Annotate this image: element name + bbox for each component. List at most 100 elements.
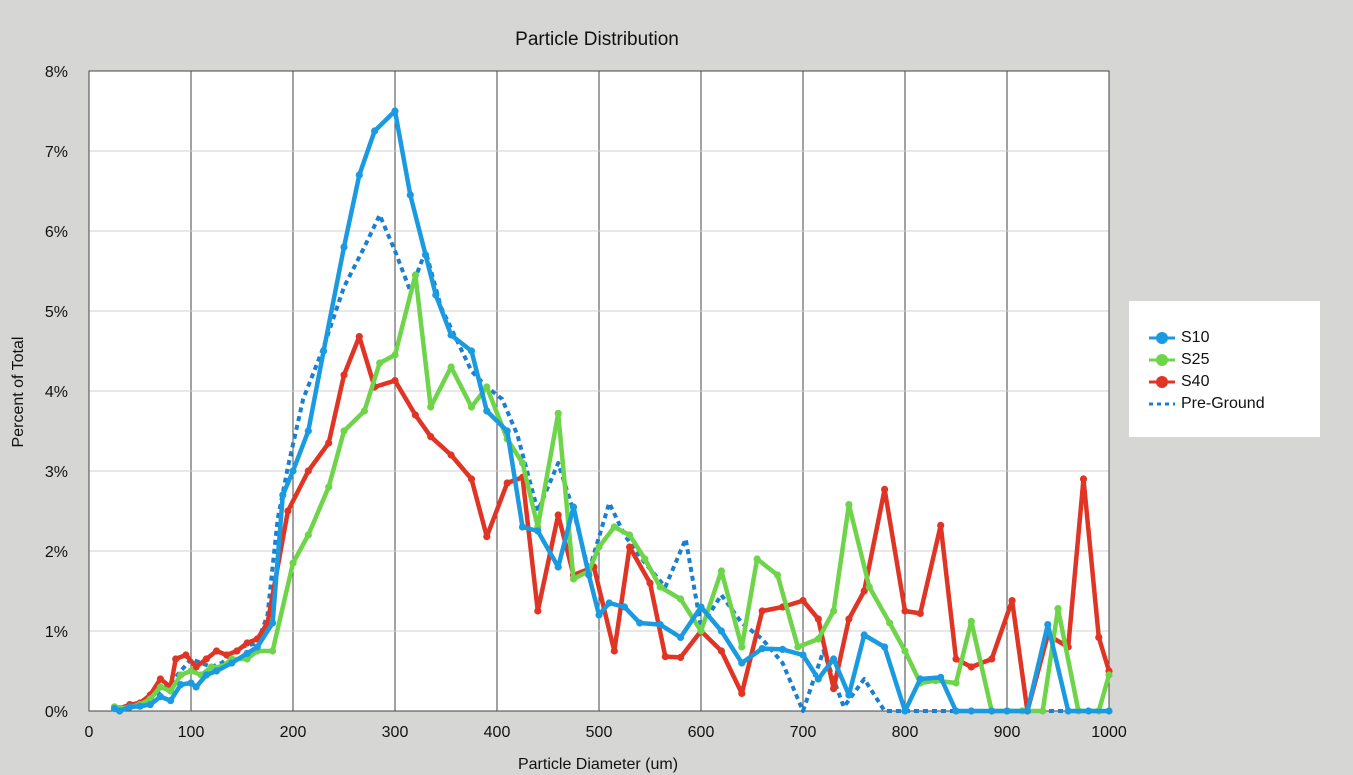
- data-point-s10: [340, 243, 348, 251]
- data-point-s10: [799, 651, 807, 659]
- legend: S10 S25 S40 Pre-Ground: [1129, 301, 1320, 437]
- data-point-s40: [233, 647, 241, 655]
- y-tick-label: 2%: [45, 544, 68, 561]
- data-point-s10: [554, 563, 562, 571]
- data-point-s40: [483, 533, 491, 541]
- data-point-s10: [355, 171, 363, 179]
- data-point-s40: [340, 371, 348, 379]
- x-tick-label: 100: [178, 724, 205, 741]
- legend-marker-s40: [1147, 374, 1177, 390]
- data-point-s40: [1095, 633, 1103, 642]
- x-tick-label: 700: [790, 724, 817, 741]
- data-point-s40: [192, 663, 200, 671]
- data-point-s40: [212, 647, 221, 655]
- data-point-s25: [391, 351, 399, 359]
- data-point-s10: [432, 291, 440, 299]
- data-point-s40: [202, 655, 210, 663]
- legend-marker-s10: [1147, 330, 1177, 346]
- data-point-s25: [569, 575, 578, 583]
- legend-label-pre-ground: Pre-Ground: [1181, 395, 1265, 412]
- data-point-s25: [738, 643, 746, 651]
- data-point-s10: [779, 645, 787, 654]
- y-axis-title: Percent of Total: [10, 337, 27, 448]
- y-tick-label: 6%: [45, 224, 68, 241]
- data-point-s10: [192, 683, 200, 691]
- x-tick-label: 1000: [1091, 724, 1127, 741]
- data-point-s40: [967, 663, 975, 671]
- data-point-s10: [422, 251, 430, 259]
- data-point-s25: [1054, 605, 1062, 613]
- data-point-s25: [901, 647, 909, 655]
- data-point-s10: [243, 649, 251, 658]
- data-point-s40: [182, 651, 190, 659]
- data-point-s25: [554, 409, 562, 417]
- data-point-s10: [483, 407, 491, 415]
- y-tick-label: 0%: [45, 704, 68, 721]
- data-point-s10: [717, 627, 726, 635]
- y-tick-label: 1%: [45, 624, 68, 641]
- data-point-s40: [830, 685, 838, 693]
- data-point-s10: [1003, 707, 1011, 715]
- data-point-s25: [177, 671, 185, 679]
- data-point-s10: [1085, 707, 1093, 715]
- data-point-s25: [156, 683, 164, 691]
- data-point-s40: [717, 647, 726, 655]
- data-point-s25: [1105, 671, 1113, 679]
- data-point-s40: [1079, 475, 1088, 483]
- data-point-s40: [534, 607, 542, 615]
- legend-item-s40: S40: [1147, 371, 1320, 393]
- data-point-s40: [845, 615, 853, 623]
- data-point-s10: [279, 491, 287, 499]
- x-tick-label: 0: [85, 724, 94, 741]
- data-point-s10: [187, 679, 195, 687]
- data-point-s10: [1023, 707, 1031, 715]
- data-point-s25: [325, 483, 333, 491]
- legend-item-s10: S10: [1147, 327, 1320, 349]
- data-point-s10: [126, 703, 134, 711]
- data-point-s10: [569, 503, 578, 511]
- data-point-s10: [518, 523, 527, 531]
- data-point-s10: [814, 675, 822, 683]
- x-tick-label: 800: [892, 724, 919, 741]
- x-axis-title: Particle Diameter (um): [518, 756, 678, 773]
- legend-marker-pre-ground: [1147, 396, 1177, 412]
- data-point-s25: [207, 663, 215, 671]
- data-point-s25: [1039, 707, 1047, 715]
- data-point-s25: [376, 359, 384, 367]
- data-point-s10: [467, 347, 476, 355]
- data-point-s40: [172, 655, 180, 663]
- x-tick-label: 300: [382, 724, 409, 741]
- data-point-s10: [758, 645, 766, 653]
- data-point-s40: [988, 655, 996, 663]
- series-lines: [110, 107, 1113, 715]
- x-tick-label: 600: [688, 724, 715, 741]
- data-point-s25: [865, 583, 873, 591]
- data-point-s25: [360, 407, 368, 415]
- data-point-s10: [605, 599, 613, 607]
- data-point-s40: [156, 675, 164, 683]
- data-point-s10: [738, 659, 746, 667]
- data-point-s40: [503, 479, 511, 487]
- data-point-s10: [595, 611, 603, 619]
- data-point-s10: [371, 127, 379, 135]
- data-point-s10: [656, 621, 664, 629]
- grid-lines: [88, 70, 1110, 712]
- data-point-s40: [304, 467, 312, 475]
- data-point-s25: [677, 595, 685, 603]
- data-point-s25: [773, 571, 782, 579]
- series-line-s25: [113, 272, 1112, 714]
- data-point-s10: [937, 673, 945, 682]
- data-point-s40: [427, 433, 435, 441]
- data-point-s40: [952, 655, 960, 663]
- data-point-s25: [304, 531, 312, 539]
- data-point-s40: [411, 411, 419, 419]
- data-point-s10: [1044, 621, 1052, 629]
- data-point-s10: [136, 702, 144, 710]
- data-point-s10: [202, 671, 210, 679]
- data-point-s25: [952, 679, 960, 687]
- legend-label-s10: S10: [1181, 329, 1210, 346]
- tick-labels: 0 100 200 300 400 500 600 700 800 900 1000 0% 1% 2% 3%…: [45, 64, 1127, 741]
- data-point-s25: [427, 403, 435, 411]
- data-point-s10: [447, 331, 455, 339]
- chart-title: Particle Distribution: [515, 29, 679, 50]
